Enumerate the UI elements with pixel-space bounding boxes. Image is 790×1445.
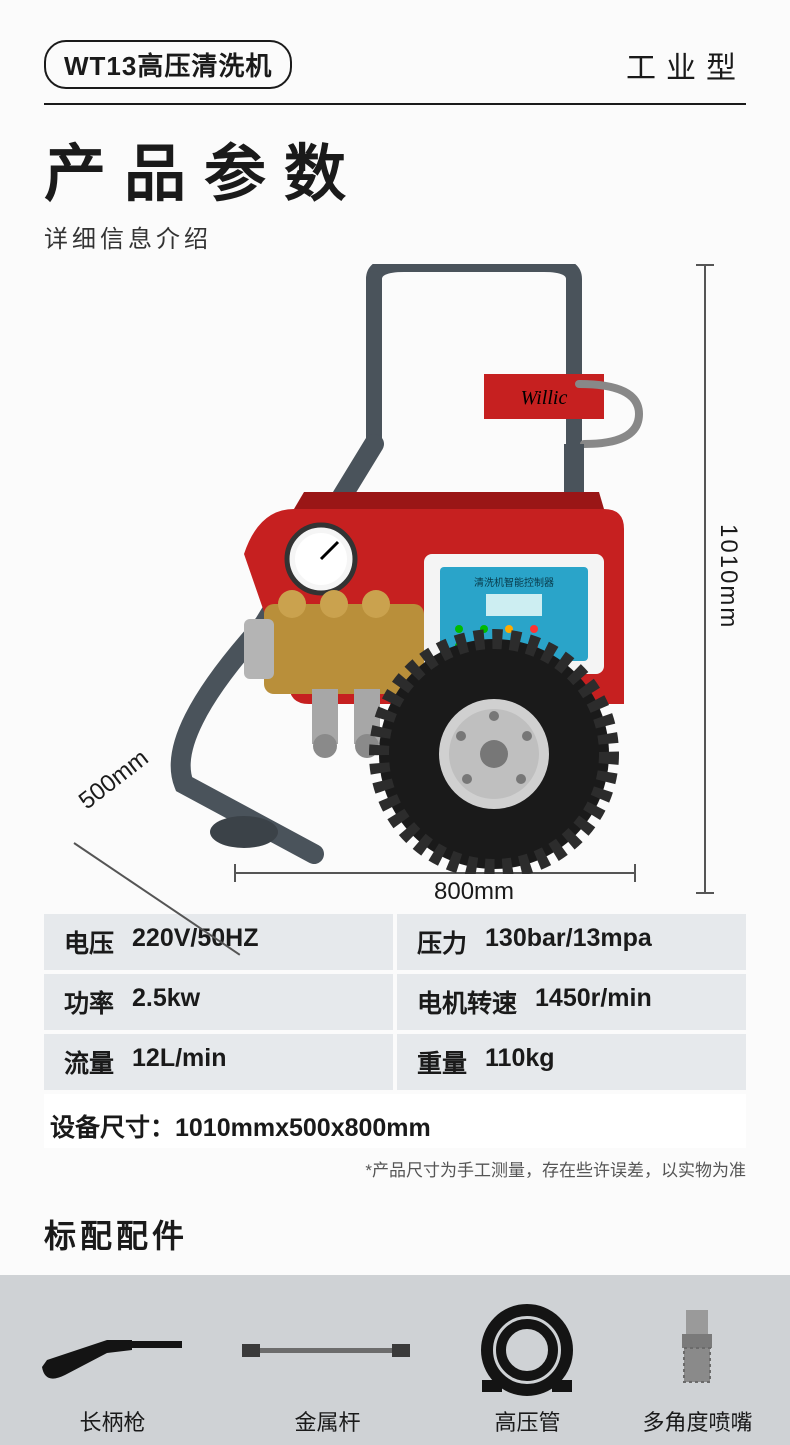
- spec-row: 电机转速 1450r/min: [397, 974, 746, 1030]
- spec-value: 12L/min: [132, 1044, 226, 1080]
- accessory-item: 金属杆: [242, 1295, 412, 1437]
- hose-icon: [467, 1295, 587, 1405]
- accessory-item: 多角度喷嘴: [642, 1295, 752, 1437]
- accessory-label: 长柄枪: [37, 1405, 187, 1437]
- accessories-strip: 长柄枪 金属杆 高压管: [0, 1275, 790, 1445]
- accessory-label: 多角度喷嘴: [642, 1405, 752, 1437]
- spec-row: 流量 12L/min: [44, 1034, 393, 1090]
- product-figure: 1010mm 800mm 500mm Willic: [44, 244, 746, 904]
- header-divider: [44, 103, 746, 105]
- spec-value: 2.5kw: [132, 984, 200, 1020]
- nozzle-icon: [642, 1295, 752, 1405]
- spec-row: 压力 130bar/13mpa: [397, 914, 746, 970]
- metal-lance-icon: [242, 1295, 412, 1405]
- category-label: 工业型: [626, 43, 746, 87]
- brand-text: Willic: [521, 387, 568, 409]
- svg-text:清洗机智能控制器: 清洗机智能控制器: [474, 576, 554, 589]
- dim-height-label: 1010mm: [714, 524, 742, 629]
- spec-label: 重量: [417, 1044, 467, 1080]
- spec-label: 电压: [64, 924, 114, 960]
- spec-row: 重量 110kg: [397, 1034, 746, 1090]
- accessories-title: 标配配件: [44, 1211, 746, 1257]
- accessory-item: 高压管: [467, 1295, 587, 1437]
- spec-label: 流量: [64, 1044, 114, 1080]
- spec-table: 电压 220V/50HZ 压力 130bar/13mpa 功率 2.5kw 电机…: [44, 914, 746, 1181]
- spec-size-row: 设备尺寸：1010mmx500x800mm: [44, 1094, 746, 1148]
- accessory-item: 长柄枪: [37, 1295, 187, 1437]
- page-title: 产品参数: [44, 123, 746, 213]
- model-pill: WT13高压清洗机: [44, 40, 292, 89]
- spec-value: 1450r/min: [535, 984, 652, 1020]
- spec-label: 功率: [64, 984, 114, 1020]
- spec-note: *产品尺寸为手工测量，存在些许误差，以实物为准: [44, 1152, 746, 1181]
- dim-height-line: [704, 264, 706, 894]
- spec-value: 130bar/13mpa: [485, 924, 652, 960]
- accessory-label: 金属杆: [242, 1405, 412, 1437]
- product-illustration: Willic 清洗机智能控制器: [124, 264, 644, 874]
- spray-gun-icon: [37, 1295, 187, 1405]
- spec-label: 压力: [417, 924, 467, 960]
- accessory-label: 高压管: [467, 1405, 587, 1437]
- spec-label: 电机转速: [417, 984, 517, 1020]
- dim-width-label: 800mm: [434, 878, 514, 906]
- spec-row: 功率 2.5kw: [44, 974, 393, 1030]
- spec-value: 110kg: [485, 1044, 555, 1080]
